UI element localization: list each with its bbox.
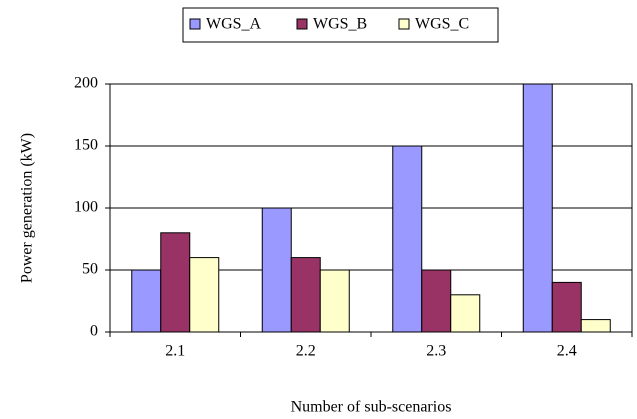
legend-label: WGS_C bbox=[415, 16, 469, 33]
bar bbox=[392, 145, 423, 333]
x-tick-label: 2.2 bbox=[296, 343, 316, 360]
y-axis-title: Power generation (kW) bbox=[19, 133, 36, 283]
bar bbox=[189, 257, 220, 333]
legend-swatch bbox=[296, 18, 308, 30]
bar bbox=[522, 83, 553, 333]
y-tick-label: 200 bbox=[74, 75, 98, 92]
y-tick-label: 150 bbox=[74, 137, 98, 154]
legend-swatch bbox=[398, 18, 410, 30]
y-tick-label: 50 bbox=[82, 261, 98, 278]
x-axis-title: Number of sub-scenarios bbox=[291, 399, 452, 416]
legend-label: WGS_A bbox=[206, 16, 262, 33]
bar bbox=[131, 269, 162, 333]
bar bbox=[290, 257, 321, 333]
x-tick-label: 2.1 bbox=[165, 343, 185, 360]
bar bbox=[261, 207, 292, 333]
y-tick-label: 0 bbox=[90, 323, 98, 340]
bar bbox=[160, 232, 191, 333]
bar bbox=[421, 269, 452, 333]
legend-label: WGS_B bbox=[313, 16, 367, 33]
bar bbox=[551, 281, 582, 333]
bar bbox=[580, 319, 611, 333]
legend-swatch bbox=[189, 18, 201, 30]
bar bbox=[450, 294, 481, 333]
y-tick-label: 100 bbox=[74, 199, 98, 216]
bar bbox=[319, 269, 350, 333]
x-tick-label: 2.3 bbox=[426, 343, 446, 360]
legend-box bbox=[182, 7, 499, 43]
x-tick-label: 2.4 bbox=[557, 343, 577, 360]
